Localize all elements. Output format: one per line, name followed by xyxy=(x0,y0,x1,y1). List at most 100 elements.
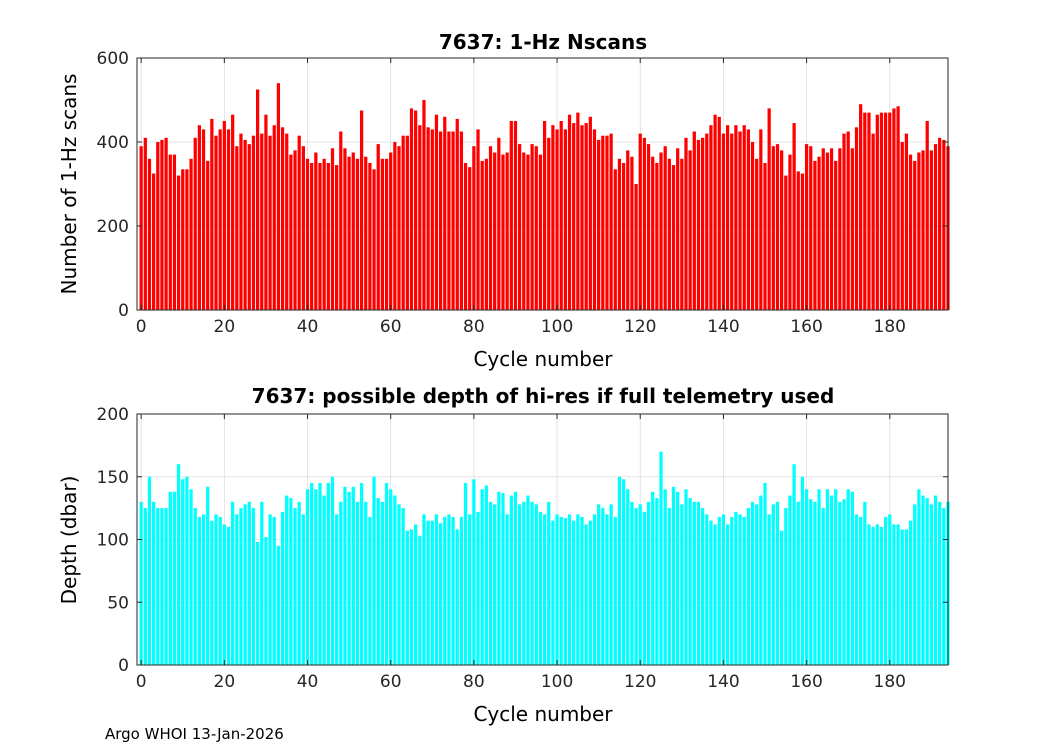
bar-depth-36 xyxy=(289,498,293,665)
bar-nscans-183 xyxy=(900,142,904,310)
bar-depth-35 xyxy=(285,495,289,665)
bar-depth-176 xyxy=(871,526,875,665)
bar-depth-92 xyxy=(522,501,526,665)
x-tick-label: 20 xyxy=(214,672,236,692)
bar-nscans-134 xyxy=(696,139,701,310)
plot-area-nscans xyxy=(137,58,948,310)
bar-depth-44 xyxy=(322,495,326,665)
x-tick-label: 60 xyxy=(380,672,402,692)
footer-credit: Argo WHOI 13-Jan-2026 xyxy=(105,725,284,743)
bar-depth-14 xyxy=(197,516,202,665)
bar-nscans-167 xyxy=(834,160,838,310)
bar-nscans-75 xyxy=(451,131,455,310)
x-tick-label: 160 xyxy=(790,317,822,337)
bar-nscans-30 xyxy=(264,114,268,310)
bar-depth-0 xyxy=(139,501,143,665)
chart-title-nscans: 7637: 1-Hz Nscans xyxy=(439,30,647,54)
bar-nscans-36 xyxy=(289,154,293,310)
bar-nscans-35 xyxy=(285,133,289,310)
bar-nscans-42 xyxy=(314,152,318,310)
bar-depth-65 xyxy=(409,529,414,665)
bar-depth-157 xyxy=(792,464,796,665)
bar-depth-169 xyxy=(842,499,846,665)
bar-nscans-138 xyxy=(713,114,717,310)
bar-depth-88 xyxy=(505,514,509,665)
bar-nscans-59 xyxy=(384,158,389,310)
bar-depth-189 xyxy=(925,498,929,665)
bar-depth-93 xyxy=(526,495,530,665)
y-tick-label: 200 xyxy=(97,405,129,425)
bar-depth-58 xyxy=(380,501,385,665)
bar-nscans-160 xyxy=(804,144,809,310)
bar-depth-128 xyxy=(671,486,676,665)
x-tick-label: 20 xyxy=(214,317,236,337)
bar-depth-10 xyxy=(181,479,185,665)
bar-nscans-169 xyxy=(842,133,846,310)
bar-depth-138 xyxy=(713,524,717,665)
bar-nscans-106 xyxy=(580,125,584,310)
x-tick-label: 40 xyxy=(297,672,319,692)
y-tick-label: 0 xyxy=(118,301,129,321)
y-tick-label: 100 xyxy=(97,531,129,551)
bar-depth-15 xyxy=(201,514,206,665)
bar-nscans-178 xyxy=(879,112,884,310)
bar-depth-132 xyxy=(688,498,692,665)
bar-nscans-146 xyxy=(746,129,750,310)
bar-nscans-66 xyxy=(414,110,418,310)
bar-nscans-152 xyxy=(771,146,775,310)
bar-nscans-74 xyxy=(447,131,451,310)
chart-depth: 7637: possible depth of hi-res if full t… xyxy=(57,384,950,726)
bar-depth-164 xyxy=(821,508,825,665)
bar-depth-34 xyxy=(280,511,285,665)
bar-depth-7 xyxy=(168,491,172,665)
bar-depth-142 xyxy=(730,516,734,665)
bar-nscans-110 xyxy=(597,139,601,310)
bar-nscans-128 xyxy=(671,165,676,310)
bar-depth-12 xyxy=(189,489,193,665)
bar-depth-3 xyxy=(152,501,156,665)
bar-depth-78 xyxy=(463,483,468,665)
bar-nscans-50 xyxy=(347,156,351,310)
bar-depth-17 xyxy=(210,520,214,665)
bar-depth-29 xyxy=(260,501,264,665)
bar-depth-89 xyxy=(509,495,513,665)
bar-nscans-88 xyxy=(505,152,509,310)
bar-depth-26 xyxy=(247,501,251,665)
chart-title-depth: 7637: possible depth of hi-res if full t… xyxy=(252,384,835,408)
bar-nscans-45 xyxy=(326,163,330,310)
bar-nscans-171 xyxy=(850,148,854,310)
bar-depth-133 xyxy=(692,501,696,665)
x-tick-label: 100 xyxy=(541,672,573,692)
bar-nscans-94 xyxy=(530,144,534,310)
bar-nscans-14 xyxy=(197,125,202,310)
bar-depth-112 xyxy=(605,514,609,665)
bar-depth-5 xyxy=(160,508,164,665)
bar-nscans-102 xyxy=(563,129,567,310)
bar-depth-84 xyxy=(488,501,493,665)
bar-depth-46 xyxy=(330,476,335,665)
bar-depth-120 xyxy=(638,504,642,665)
bar-nscans-166 xyxy=(829,148,834,310)
bar-nscans-31 xyxy=(268,135,272,310)
bar-depth-158 xyxy=(796,501,800,665)
bar-nscans-64 xyxy=(405,135,409,310)
bar-depth-127 xyxy=(667,508,671,665)
bar-nscans-182 xyxy=(896,106,900,310)
bar-nscans-173 xyxy=(859,104,863,310)
bar-depth-1 xyxy=(143,508,147,665)
bar-nscans-153 xyxy=(775,144,780,310)
bar-nscans-132 xyxy=(688,150,692,310)
bar-depth-191 xyxy=(933,495,938,665)
bar-nscans-159 xyxy=(800,173,805,310)
bar-nscans-133 xyxy=(692,131,696,310)
bar-depth-87 xyxy=(501,493,505,665)
bar-nscans-179 xyxy=(883,112,888,310)
bar-depth-160 xyxy=(804,489,809,665)
y-axis-label-depth: Depth (dbar) xyxy=(57,476,81,605)
bar-depth-51 xyxy=(351,486,355,665)
bar-depth-137 xyxy=(709,520,713,665)
bar-depth-148 xyxy=(755,504,759,665)
x-tick-label: 120 xyxy=(624,317,656,337)
bar-nscans-155 xyxy=(784,175,788,310)
bar-nscans-161 xyxy=(809,146,813,310)
